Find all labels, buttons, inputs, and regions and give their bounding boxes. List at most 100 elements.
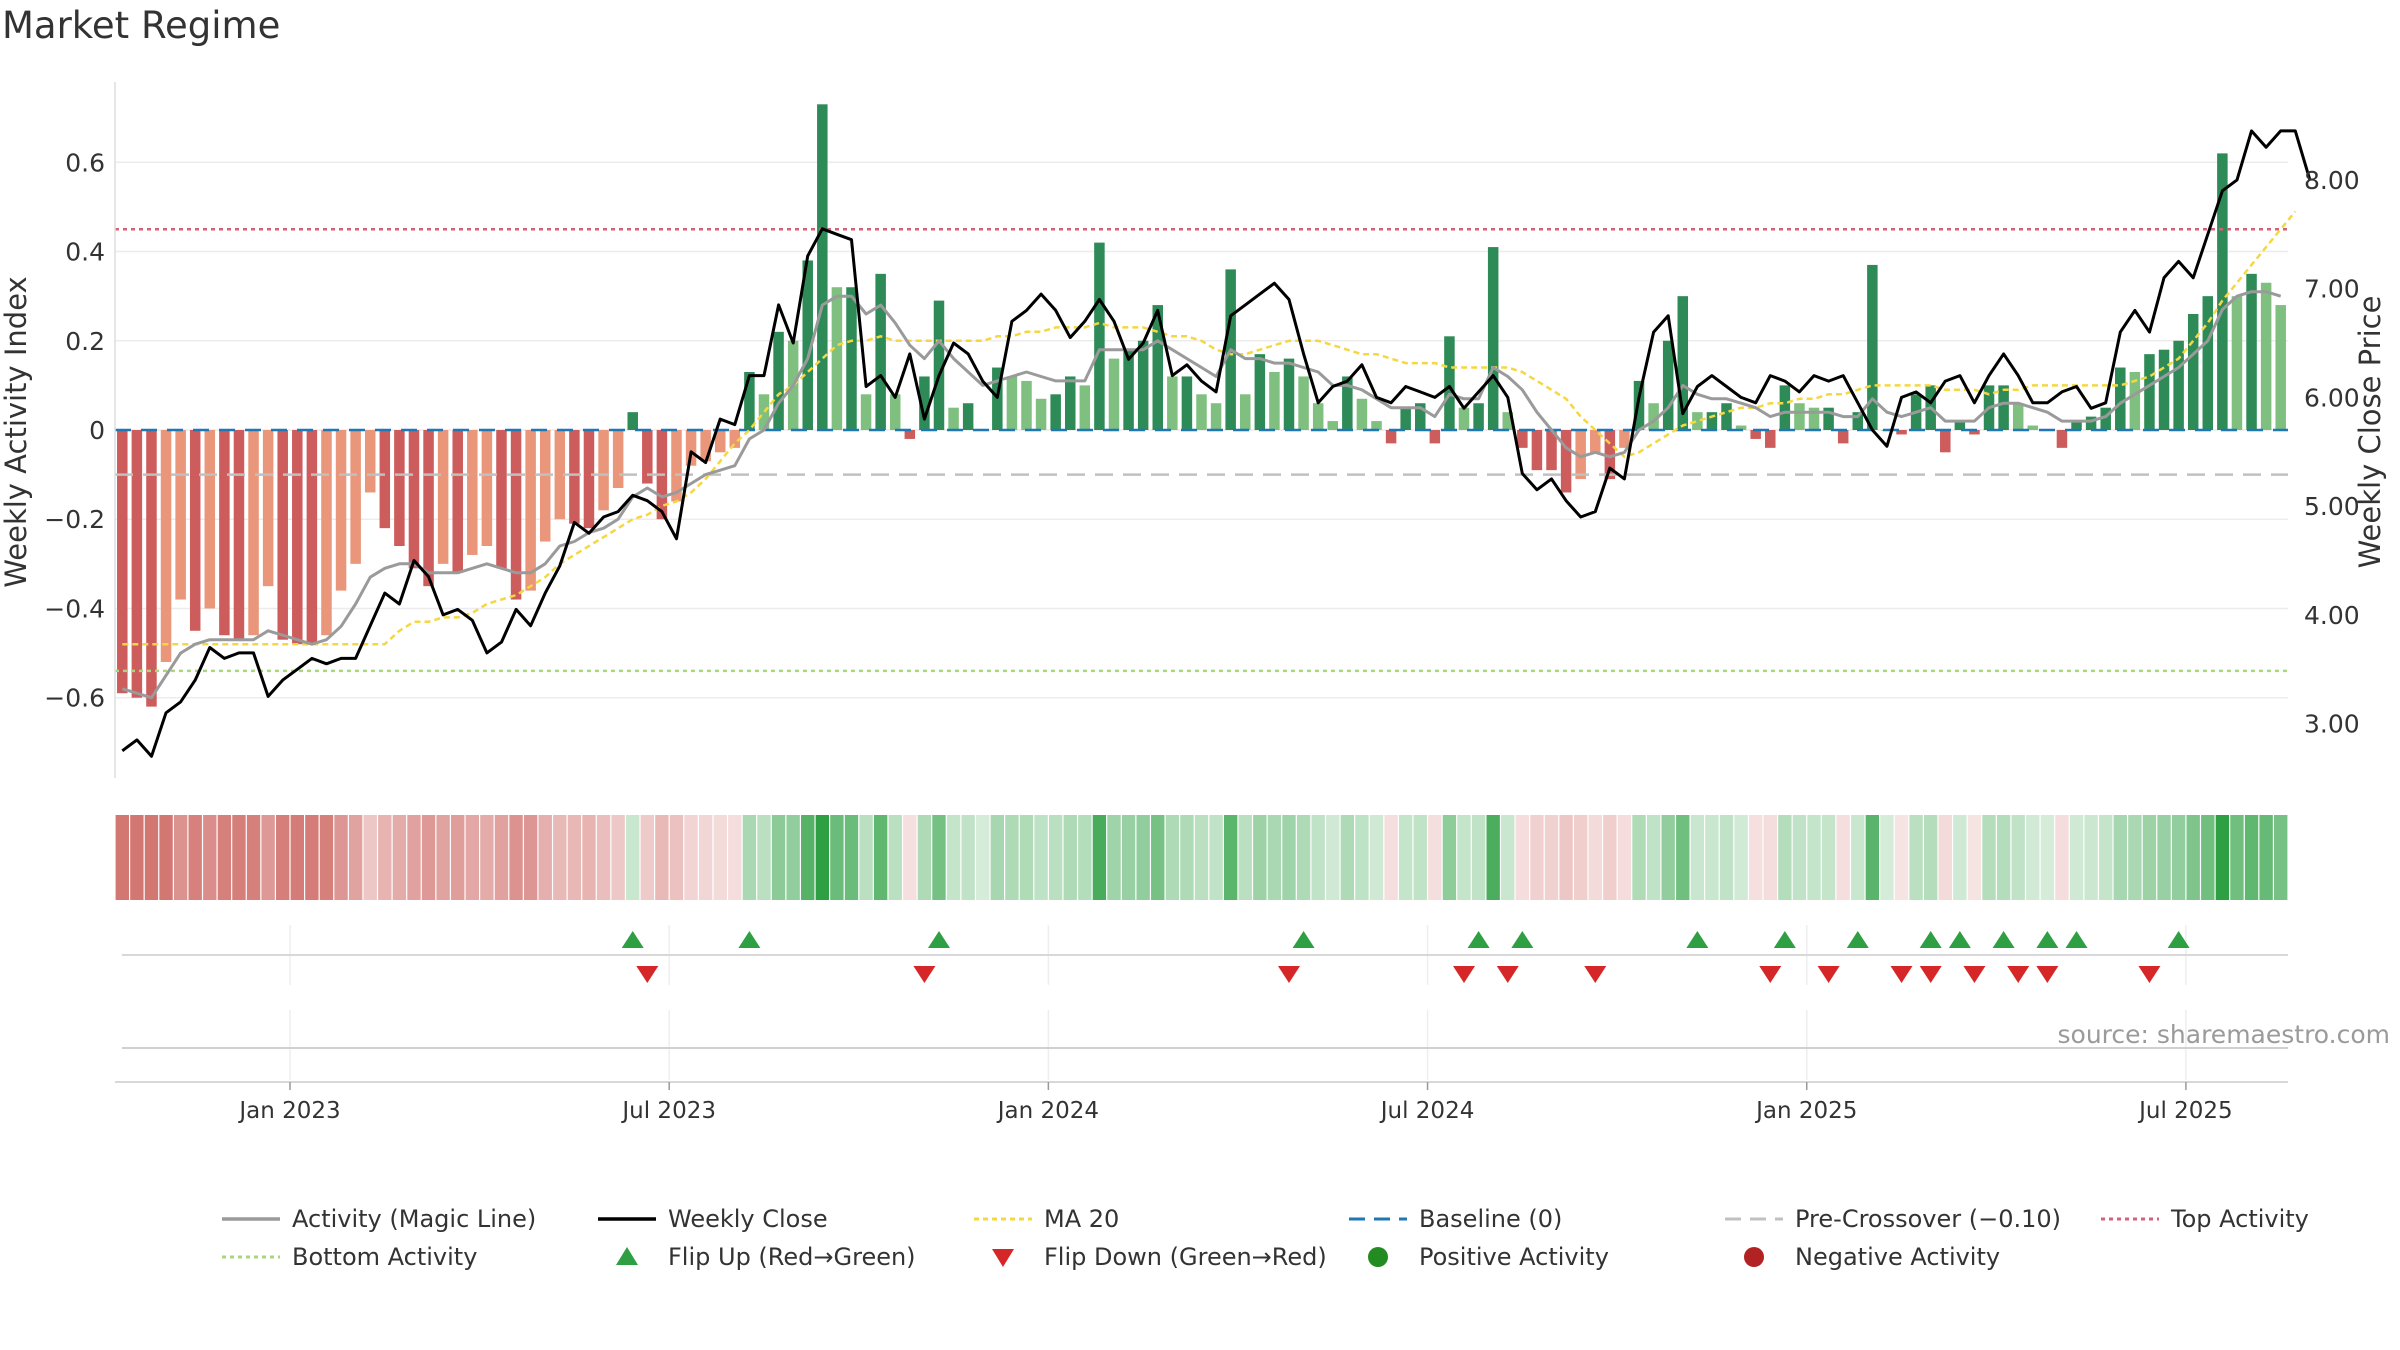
y-tick-label: 0.4 — [65, 238, 105, 267]
flip-down-marker — [1496, 966, 1519, 983]
activity-bar — [496, 430, 507, 569]
regime-cell — [611, 815, 625, 900]
regime-cell — [1632, 815, 1646, 900]
activity-bar — [1517, 430, 1528, 448]
activity-bar — [1867, 264, 1878, 430]
flip-up-marker — [927, 931, 950, 948]
legend-baseline-label: Baseline (0) — [1419, 1205, 1563, 1233]
regime-cell — [1063, 815, 1077, 900]
activity-bar — [860, 394, 872, 430]
legend-flip-down-symbol — [992, 1249, 1014, 1267]
activity-bar — [364, 430, 376, 493]
regime-cell — [436, 815, 450, 900]
regime-cell — [1996, 815, 2011, 900]
regime-cell — [786, 815, 800, 900]
activity-bar — [1283, 358, 1295, 430]
activity-bar — [1473, 403, 1484, 430]
activity-bar — [2187, 314, 2199, 430]
legend-item-ma20: MA 20 — [972, 1205, 1119, 1233]
regime-cell — [348, 815, 363, 900]
regime-cell — [1880, 815, 1894, 900]
regime-cell — [246, 815, 261, 900]
regime-cell — [1821, 815, 1836, 900]
regime-cell — [523, 815, 538, 900]
activity-bar — [1998, 385, 2009, 430]
flip-down-marker — [1453, 966, 1476, 983]
activity-bar — [525, 430, 536, 591]
regime-cell — [1092, 815, 1107, 900]
activity-bar — [1079, 385, 1091, 430]
regime-cell — [421, 815, 436, 900]
activity-bar — [1312, 403, 1324, 430]
regime-cell — [990, 815, 1005, 900]
activity-bar — [146, 430, 157, 707]
regime-cell — [1034, 815, 1048, 900]
activity-bar — [700, 430, 711, 462]
flip-up-marker — [2036, 931, 2059, 948]
activity-bar — [1896, 430, 1907, 435]
activity-bar — [379, 430, 391, 529]
legend-top-activity-label: Top Activity — [2171, 1205, 2309, 1233]
legend-pre-crossover-symbol — [1725, 1217, 1783, 1221]
regime-cell — [946, 815, 961, 900]
legend-baseline-symbol — [1349, 1217, 1407, 1221]
regime-cell — [873, 815, 888, 900]
activity-bar — [2246, 273, 2257, 430]
regime-cell — [567, 815, 582, 900]
regime-cell — [1573, 815, 1588, 900]
regime-cell — [173, 815, 188, 900]
regime-cell — [261, 815, 275, 900]
activity-bar — [583, 430, 595, 529]
regime-cell — [1253, 815, 1267, 900]
flip-markers — [122, 931, 2288, 983]
flip-down-marker — [1963, 966, 1986, 983]
regime-cell — [1486, 815, 1500, 900]
regime-cell — [1151, 815, 1165, 900]
activity-bar — [817, 104, 828, 431]
activity-bar — [219, 430, 230, 636]
activity-bar — [1050, 394, 1061, 430]
regime-cell — [1792, 815, 1807, 900]
activity-bar — [1196, 394, 1207, 430]
regime-cell — [1398, 815, 1413, 900]
activity-bar — [642, 430, 653, 484]
activity-bar — [2129, 372, 2141, 430]
regime-cell — [2055, 815, 2069, 900]
x-tick-label: Jul 2023 — [620, 1098, 716, 1124]
regime-cell — [1048, 815, 1063, 900]
series-lines — [121, 129, 2312, 758]
activity-bar — [117, 430, 128, 694]
regime-cell — [1355, 815, 1369, 900]
regime-cell — [1311, 815, 1325, 900]
legend-flip-down-label: Flip Down (Green→Red) — [1044, 1243, 1327, 1271]
activity-bar — [1954, 421, 1966, 430]
regime-cell — [757, 815, 771, 900]
y2-tick-label: 6.00 — [2304, 383, 2360, 412]
activity-bar — [292, 430, 303, 645]
y2-tick-label: 5.00 — [2304, 492, 2360, 521]
regime-cell — [144, 815, 159, 900]
activity-bar — [1444, 336, 1455, 430]
flip-up-marker — [1948, 931, 1971, 948]
x-tick-label: Jul 2024 — [1379, 1098, 1475, 1124]
regime-cell — [115, 815, 129, 900]
regime-cell — [290, 815, 304, 900]
activity-bar — [160, 430, 172, 662]
regime-cell — [815, 815, 830, 900]
regime-cell — [1734, 815, 1748, 900]
regime-cell — [1223, 815, 1238, 900]
y2-axis-label: Weekly Close Price — [2353, 296, 2387, 569]
legend-weekly-close-label: Weekly Close — [668, 1205, 828, 1233]
flip-down-marker — [1919, 966, 1942, 983]
regime-cell — [830, 815, 844, 900]
activity-bar — [2085, 416, 2097, 430]
activity-bar — [1575, 430, 1586, 480]
regime-cell — [1851, 815, 1865, 900]
legend-item-baseline: Baseline (0) — [1347, 1205, 1562, 1233]
legend-flip-up-symbol — [616, 1247, 638, 1265]
regime-cell — [1428, 815, 1442, 900]
regime-cell — [1661, 815, 1675, 900]
legend-item-weekly-close: Weekly Close — [596, 1205, 828, 1233]
regime-cell — [305, 815, 319, 900]
legend-item-flip-up: Flip Up (Red→Green) — [596, 1243, 916, 1271]
